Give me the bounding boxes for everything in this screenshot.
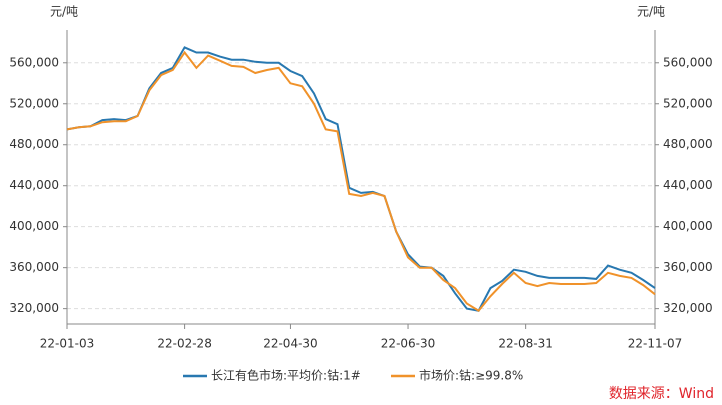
y-tick-label: 480,000	[9, 137, 59, 151]
y-tick-label: 360,000	[9, 260, 59, 274]
y-tick-label: 400,000	[9, 219, 59, 233]
y2-tick-label: 480,000	[663, 137, 713, 151]
y-tick-label: 320,000	[9, 301, 59, 315]
x-tick-label: 22-04-30	[263, 337, 317, 351]
y2-tick-label: 560,000	[663, 55, 713, 69]
y-tick-label: 560,000	[9, 55, 59, 69]
y-axis-unit: 元/吨	[50, 5, 78, 19]
y2-tick-label: 400,000	[663, 219, 713, 233]
source-note: 数据来源：Wind	[609, 386, 714, 402]
x-tick-label: 22-11-07	[628, 337, 682, 351]
x-tick-label: 22-01-03	[40, 337, 94, 351]
series-line	[66, 46, 656, 312]
x-tick-label: 22-08-31	[498, 337, 552, 351]
y2-tick-label: 440,000	[663, 178, 713, 192]
series-line	[66, 50, 656, 313]
x-tick-label: 22-06-30	[381, 337, 435, 351]
y2-axis-unit: 元/吨	[637, 5, 665, 19]
y2-tick-label: 520,000	[663, 96, 713, 110]
legend-label: 市场价:钴:≥99.8%	[419, 368, 523, 383]
y2-tick-label: 360,000	[663, 260, 713, 274]
x-tick-label: 22-02-28	[157, 337, 211, 351]
y-tick-label: 520,000	[9, 96, 59, 110]
y2-tick-label: 320,000	[663, 301, 713, 315]
y-tick-label: 440,000	[9, 178, 59, 192]
legend-label: 长江有色市场:平均价:钴:1#	[211, 368, 361, 383]
